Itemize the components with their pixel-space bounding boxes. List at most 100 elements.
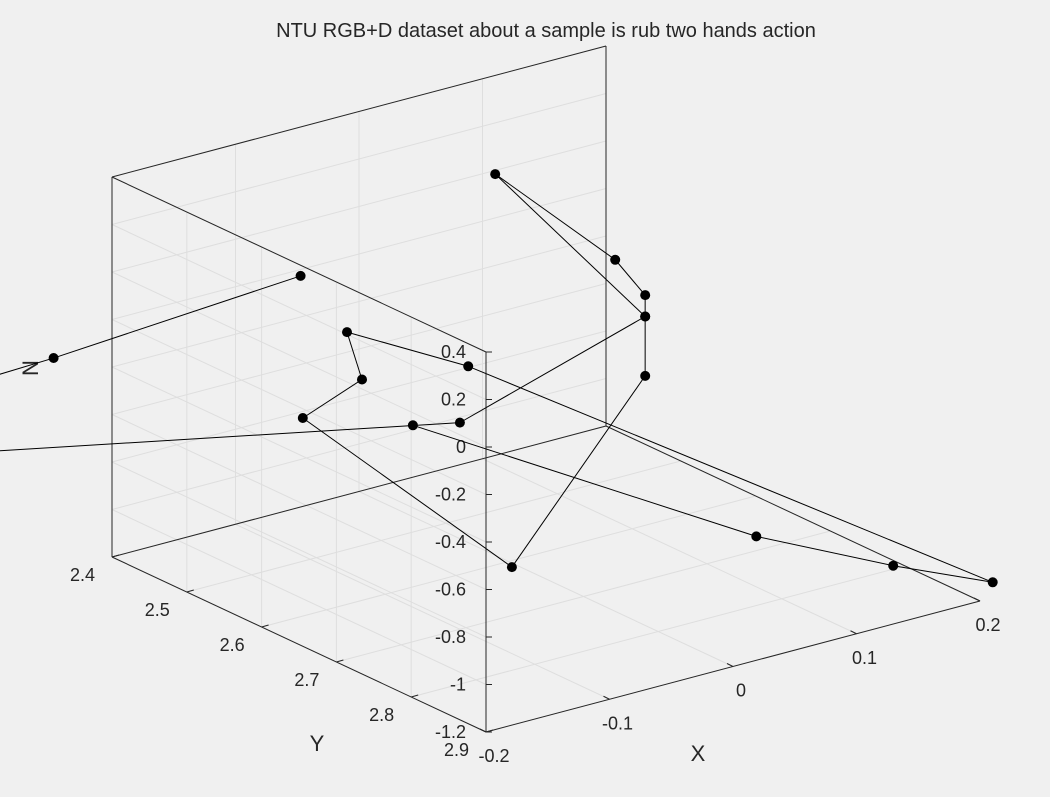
grid-line-z-back	[111, 283, 607, 415]
x-tick-mark	[603, 695, 610, 700]
grid-line-z-back	[111, 235, 607, 368]
y-axis-ticks: 2.4 2.5 2.6 2.7 2.8 2.9	[70, 554, 494, 760]
skeleton-segment	[346, 331, 363, 380]
y-tick-label: 2.4	[70, 565, 95, 585]
x-axis-ticks: -0.2 -0.1 0 0.1 0.2	[478, 597, 1001, 766]
grid-line-y-floor	[261, 495, 756, 628]
joint-marker[interactable]	[297, 413, 308, 423]
y-tick-label: 2.9	[444, 740, 469, 760]
skeleton-segment	[346, 331, 469, 367]
y-tick-label: 2.8	[369, 705, 394, 725]
joint-marker[interactable]	[295, 270, 306, 281]
joint-marker[interactable]	[610, 254, 621, 265]
grid-line-z-left	[111, 414, 487, 590]
joint-marker[interactable]	[640, 311, 651, 322]
joint-marker[interactable]	[751, 531, 762, 542]
x-tick-label: 0.1	[852, 648, 877, 668]
z-tick-label: -0.8	[435, 627, 466, 647]
grid-line-z-left	[111, 461, 487, 638]
grid-line-z-back	[111, 330, 607, 463]
x-tick-label: 0.2	[975, 615, 1000, 635]
y-tick-mark	[261, 624, 269, 628]
grid-line-z-back	[111, 378, 607, 510]
skeleton-segment	[494, 173, 646, 317]
skeleton-segment	[0, 357, 54, 375]
x-tick-mark	[479, 728, 487, 733]
skeleton-segment	[494, 173, 616, 261]
skeleton-data	[0, 169, 998, 588]
axes-box-edge	[111, 45, 607, 178]
x-axis-label: X	[691, 741, 706, 766]
z-tick-label: 0.2	[441, 390, 466, 410]
skeleton-segment	[53, 275, 301, 359]
joint-marker[interactable]	[407, 420, 418, 431]
x-tick-label: 0	[736, 681, 746, 701]
joint-marker[interactable]	[454, 417, 465, 428]
y-tick-mark	[111, 554, 120, 558]
x-tick-mark	[850, 630, 857, 635]
joint-marker[interactable]	[48, 353, 59, 363]
grid-line-x-floor	[358, 491, 734, 667]
joint-marker[interactable]	[357, 374, 367, 385]
z-tick-label: -0.6	[435, 580, 466, 600]
skeleton-segment	[459, 316, 646, 424]
joint-marker[interactable]	[640, 290, 651, 301]
x-tick-label: -0.2	[478, 746, 509, 766]
y-tick-label: 2.7	[294, 670, 319, 690]
grid-line-z-left	[111, 271, 487, 448]
joint-marker[interactable]	[987, 577, 998, 588]
skeleton-segment	[302, 379, 363, 419]
skeleton-segment	[0, 422, 460, 452]
grid-line-z-left	[111, 319, 487, 495]
y-tick-mark	[186, 589, 194, 593]
x-tick-mark	[973, 597, 981, 602]
y-tick-mark	[336, 659, 344, 663]
grid-line-y-floor	[186, 460, 681, 593]
z-axis-label: N	[18, 360, 43, 376]
x-tick-mark	[726, 663, 734, 667]
skeleton-segment	[468, 365, 993, 583]
grid-line-x-floor	[482, 458, 857, 635]
z-tick-label: 0.4	[441, 342, 466, 362]
grid-line-z-back	[111, 188, 607, 320]
grid-line-z-left	[111, 224, 487, 400]
skeleton-segment	[893, 565, 993, 583]
z-axis-ticks: -1.2 -1 -0.8 -0.6 -0.4 -0.2 0 0.2 0.4	[435, 342, 492, 742]
joint-marker[interactable]	[640, 370, 651, 381]
grid-line-y-floor	[336, 530, 831, 663]
grid-line-z-left	[111, 366, 487, 543]
joint-marker[interactable]	[506, 562, 517, 573]
grid-line-z-back	[111, 140, 607, 273]
skeleton-segment	[412, 424, 757, 537]
axes-box-edge	[111, 425, 607, 558]
z-tick-label: -1.2	[435, 722, 466, 742]
y-tick-label: 2.6	[220, 635, 245, 655]
chart-title: NTU RGB+D dataset about a sample is rub …	[276, 20, 816, 42]
grid-line-z-left	[111, 509, 487, 685]
skeleton-segment	[302, 417, 513, 568]
y-tick-mark	[411, 694, 419, 698]
y-axis-label: Y	[310, 731, 325, 756]
grid-line-x-floor	[235, 523, 610, 700]
z-tick-label: 0	[456, 437, 466, 457]
x-tick-label: -0.1	[602, 713, 633, 733]
y-tick-mark	[485, 729, 494, 733]
z-tick-label: -0.4	[435, 532, 466, 552]
joint-marker[interactable]	[342, 327, 352, 338]
axes-box-edge	[111, 176, 487, 353]
z-tick-label: -0.2	[435, 485, 466, 505]
skeleton-segment	[511, 375, 646, 568]
axes-box	[111, 45, 981, 733]
grid-line-z-back	[111, 93, 607, 225]
grid-line-y-floor	[411, 565, 906, 698]
z-tick-label: -1	[450, 675, 466, 695]
axes-box-edge	[605, 425, 981, 602]
y-tick-label: 2.5	[145, 600, 170, 620]
grid-lines	[111, 45, 981, 733]
joint-marker[interactable]	[490, 169, 501, 180]
joint-marker[interactable]	[463, 361, 474, 372]
joint-marker[interactable]	[888, 560, 899, 571]
skeleton-segment	[614, 259, 646, 296]
